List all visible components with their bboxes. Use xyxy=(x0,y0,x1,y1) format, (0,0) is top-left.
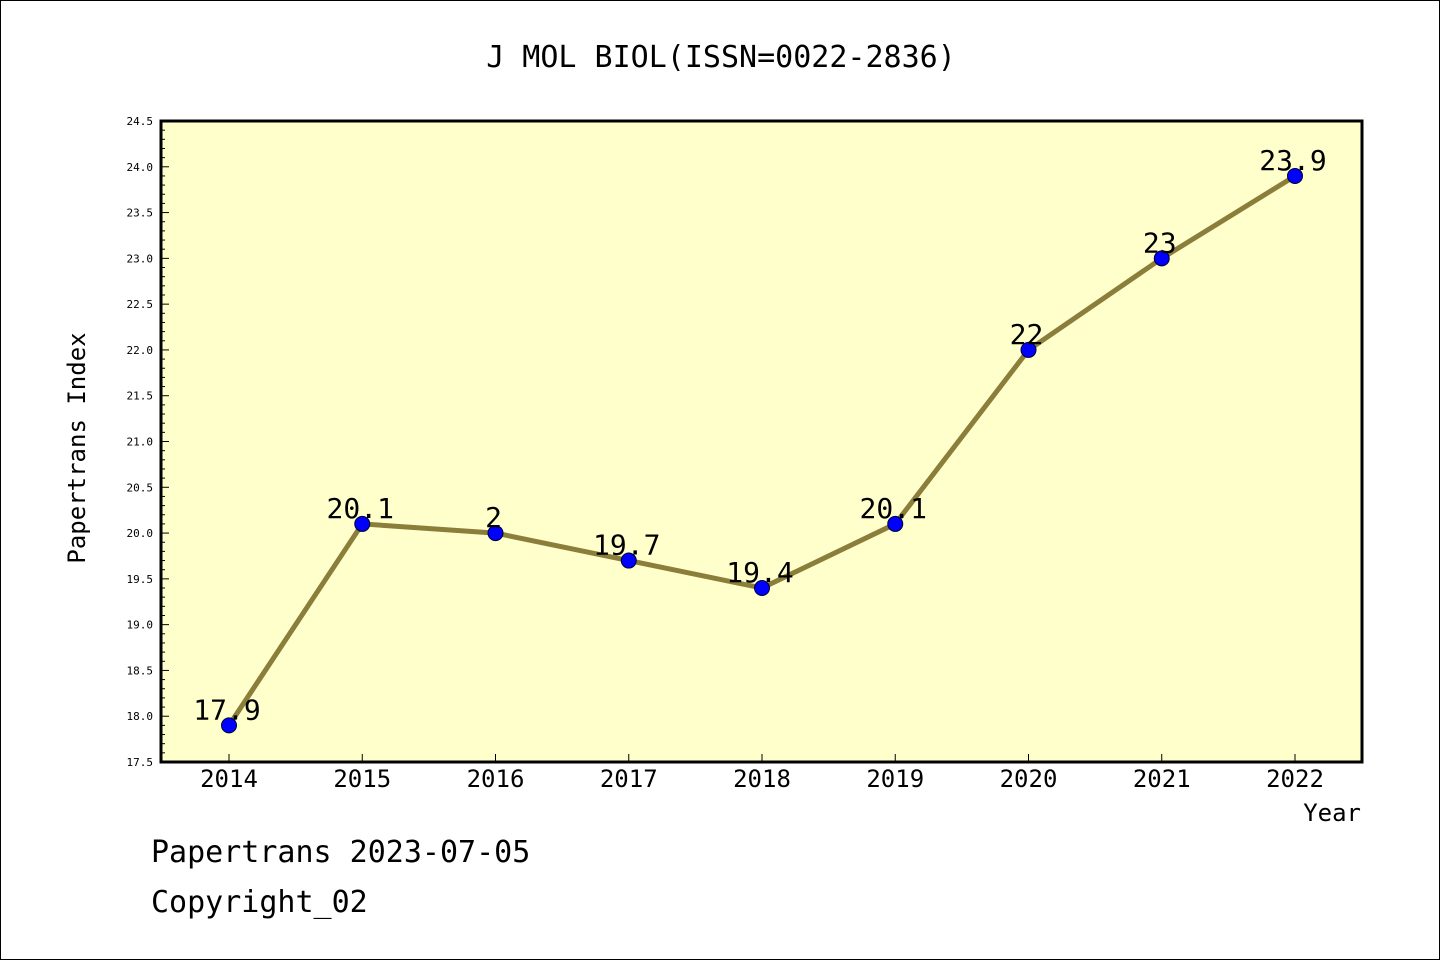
x-tick-label: 2021 xyxy=(1133,765,1191,793)
y-tick-label: 22.0 xyxy=(127,344,154,357)
data-label: 2 xyxy=(485,501,502,534)
data-point xyxy=(1020,341,1037,358)
y-tick-label: 23.0 xyxy=(127,252,154,265)
x-tick-label: 2017 xyxy=(600,765,658,793)
data-point xyxy=(354,515,371,532)
data-labels: 17.9 20.1 2 19.7 19.4 20.1 22 23 23.9 xyxy=(193,144,1326,726)
x-axis: 2014 2015 2016 2017 2018 2019 2020 2021 2022 xyxy=(200,754,1324,793)
y-tick-label: 23.5 xyxy=(127,207,154,220)
data-label: 17.9 xyxy=(193,693,260,726)
y-tick-label: 17.5 xyxy=(127,756,154,769)
x-tick-label: 2022 xyxy=(1266,765,1324,793)
x-tick-label: 2020 xyxy=(1000,765,1058,793)
data-label: 20.1 xyxy=(327,492,394,525)
data-point xyxy=(754,580,770,597)
footer-date: Papertrans 2023-07-05 xyxy=(151,835,531,870)
x-axis-label: Year xyxy=(1303,799,1361,827)
data-label: 23 xyxy=(1143,226,1177,259)
y-axis: 17.5 18.0 18.5 19.0 19.5 20.0 20.5 21.0 21.5 22.0… xyxy=(127,115,169,769)
x-tick-label: 2018 xyxy=(733,765,791,793)
x-tick-label: 2015 xyxy=(333,765,391,793)
y-tick-label: 19.5 xyxy=(127,573,154,586)
plot-area xyxy=(159,119,1364,764)
y-tick-label: 21.5 xyxy=(127,390,154,403)
series-markers xyxy=(221,167,1303,734)
y-tick-label: 20.0 xyxy=(127,527,154,540)
y-tick-label: 19.0 xyxy=(127,619,154,632)
y-axis-label: Papertrans Index xyxy=(63,332,91,563)
footer-copyright: Copyright_02 xyxy=(151,885,368,920)
y-tick-label: 21.0 xyxy=(127,436,154,449)
x-tick-label: 2014 xyxy=(200,765,258,793)
y-tick-label: 18.0 xyxy=(127,710,154,723)
y-tick-label: 24.5 xyxy=(127,115,154,128)
data-label: 23.9 xyxy=(1259,144,1326,177)
x-tick-label: 2019 xyxy=(866,765,924,793)
data-label: 20.1 xyxy=(860,492,927,525)
data-point xyxy=(1153,250,1170,267)
data-point xyxy=(221,717,237,734)
chart-title: J MOL BIOL(ISSN=0022-2836) xyxy=(486,40,956,75)
data-label: 19.7 xyxy=(593,529,660,562)
data-label: 19.4 xyxy=(726,556,793,589)
data-point xyxy=(1287,167,1303,184)
x-tick-label: 2016 xyxy=(467,765,525,793)
data-point xyxy=(487,525,504,542)
data-label: 22 xyxy=(1010,318,1044,351)
data-point xyxy=(887,515,904,532)
y-tick-label: 18.5 xyxy=(127,664,154,677)
data-point xyxy=(620,552,637,569)
y-tick-label: 22.5 xyxy=(127,298,154,311)
y-tick-label: 24.0 xyxy=(127,161,154,174)
y-tick-label: 20.5 xyxy=(127,481,154,494)
